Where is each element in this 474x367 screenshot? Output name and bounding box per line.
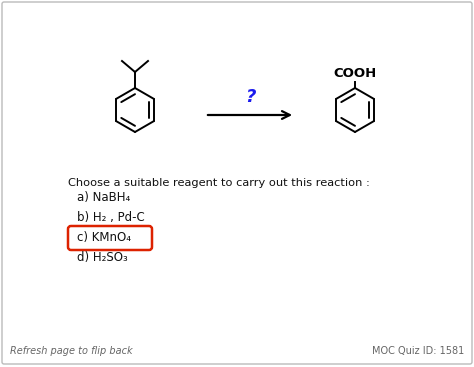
FancyBboxPatch shape [68,226,152,250]
Text: Refresh page to flip back: Refresh page to flip back [10,346,133,356]
FancyBboxPatch shape [2,2,472,364]
Text: d) H₂SO₃: d) H₂SO₃ [77,251,128,265]
Text: COOH: COOH [333,67,377,80]
Text: MOC Quiz ID: 1581: MOC Quiz ID: 1581 [372,346,464,356]
Text: b) H₂ , Pd-C: b) H₂ , Pd-C [77,211,145,225]
Text: Choose a suitable reagent to carry out this reaction :: Choose a suitable reagent to carry out t… [68,178,370,188]
Text: a) NaBH₄: a) NaBH₄ [77,192,130,204]
Text: ?: ? [245,88,255,106]
Text: c) KMnO₄: c) KMnO₄ [77,232,131,244]
